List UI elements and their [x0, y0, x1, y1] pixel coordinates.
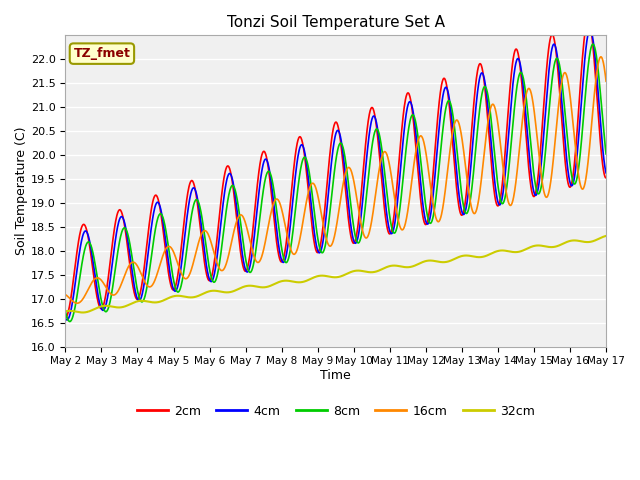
Text: TZ_fmet: TZ_fmet [74, 47, 131, 60]
Legend: 2cm, 4cm, 8cm, 16cm, 32cm: 2cm, 4cm, 8cm, 16cm, 32cm [132, 400, 540, 423]
Y-axis label: Soil Temperature (C): Soil Temperature (C) [15, 127, 28, 255]
Title: Tonzi Soil Temperature Set A: Tonzi Soil Temperature Set A [227, 15, 445, 30]
X-axis label: Time: Time [321, 369, 351, 382]
